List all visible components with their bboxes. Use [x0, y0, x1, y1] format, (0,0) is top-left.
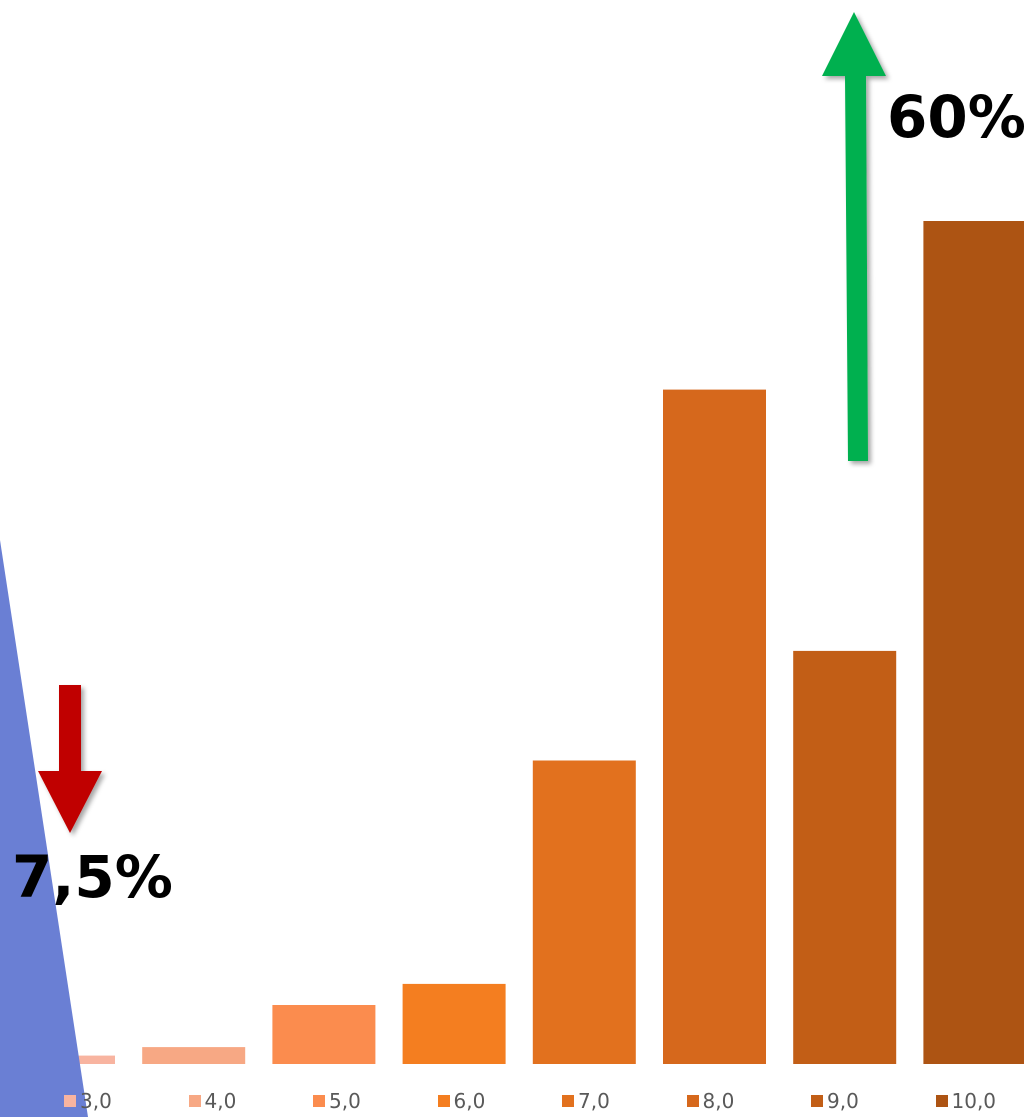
- increase-annotation: 60%: [887, 83, 1024, 151]
- bar-5: [663, 389, 766, 1065]
- legend-item: 4,0: [188, 1089, 237, 1113]
- legend-label: 7,0: [578, 1089, 610, 1113]
- decrease-annotation: 7,5%: [12, 843, 173, 911]
- bar-1: [142, 1047, 246, 1064]
- legend-item: 8,0: [686, 1089, 735, 1113]
- legend-label: 4,0: [204, 1089, 237, 1113]
- bar-7: [923, 221, 1024, 1064]
- legend-item: 6,0: [437, 1089, 486, 1113]
- legend-label: 10,0: [951, 1089, 997, 1113]
- legend-label: 9,0: [827, 1089, 859, 1113]
- legend-swatch: [188, 1095, 201, 1107]
- bars-group: [12, 221, 1024, 1065]
- legend-swatch: [437, 1095, 450, 1107]
- bar-2: [272, 1005, 376, 1064]
- legend-swatch: [935, 1095, 948, 1107]
- legend-label: 3,0: [80, 1089, 112, 1113]
- legend-swatch: [562, 1095, 574, 1107]
- bar-4: [532, 760, 636, 1064]
- legend-item: 10,0: [935, 1089, 997, 1113]
- legend-swatch: [313, 1095, 325, 1107]
- decorative-blue-shape: [0, 540, 88, 1117]
- legend-swatch: [64, 1095, 76, 1107]
- bar-3: [402, 983, 506, 1064]
- legend-label: 5,0: [329, 1089, 361, 1113]
- legend-label: 8,0: [702, 1089, 735, 1113]
- legend: 3,0 4,0 5,0 6,0 7,0 8,0 9,0 10,0: [0, 1089, 1024, 1115]
- legend-item: 9,0: [811, 1089, 859, 1113]
- legend-item: 7,0: [562, 1089, 610, 1113]
- legend-item: 5,0: [313, 1089, 361, 1113]
- legend-label: 6,0: [453, 1089, 486, 1113]
- up-arrow-icon: [822, 12, 886, 461]
- legend-item: 3,0: [64, 1089, 112, 1113]
- down-arrow-icon: [38, 685, 102, 833]
- legend-swatch: [811, 1095, 823, 1107]
- bar-6: [793, 650, 897, 1064]
- legend-swatch: [686, 1095, 699, 1107]
